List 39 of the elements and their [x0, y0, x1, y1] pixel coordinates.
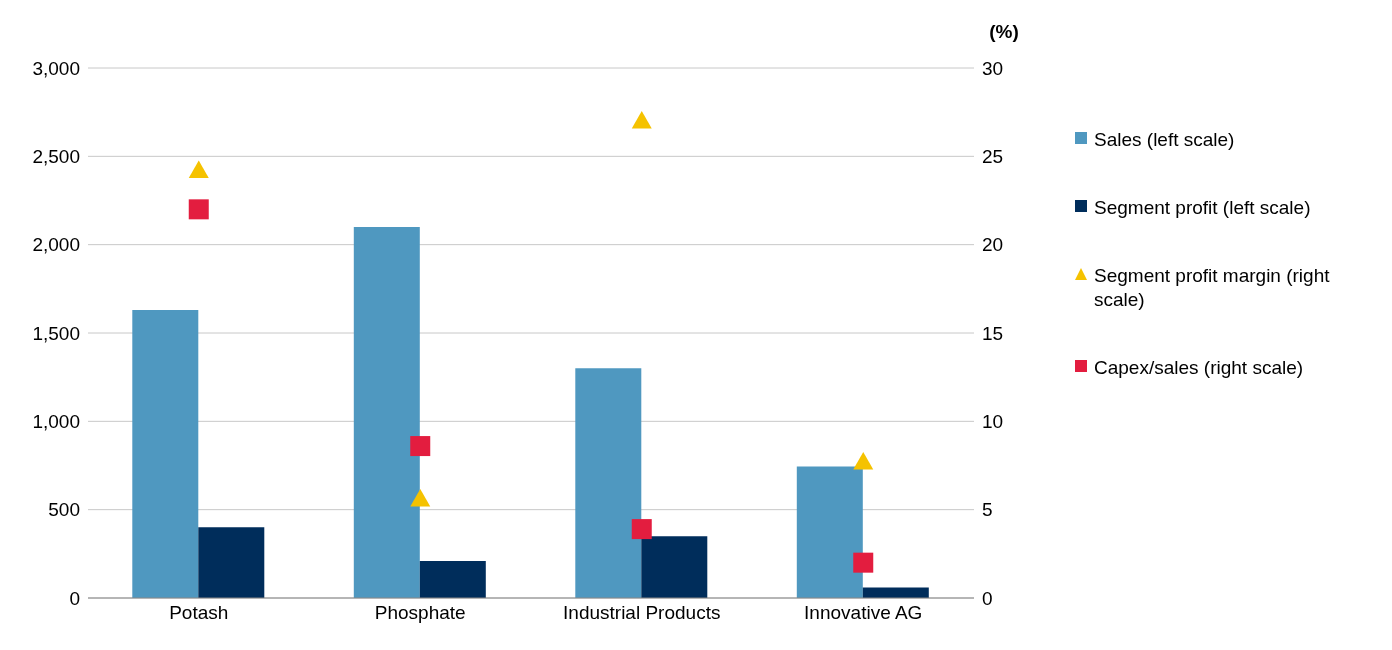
point: [853, 552, 874, 573]
legend-label: Capex/sales (right scale): [1094, 356, 1304, 380]
y-tick-label: 1,500: [32, 322, 80, 344]
y2-tick-label: 15: [982, 322, 1004, 344]
y-tick-label: 500: [48, 499, 80, 521]
bar: [353, 227, 420, 598]
y2-tick-label: 5: [982, 499, 993, 521]
x-tick-label: Phosphate: [374, 602, 466, 624]
y2-tick-label: 0: [982, 587, 993, 609]
y2-tick-label: 20: [982, 234, 1004, 256]
bar: [641, 536, 708, 598]
legend-label: Segment profit margin (right scale): [1094, 264, 1331, 312]
point: [631, 519, 652, 540]
y2-tick-label: 10: [982, 411, 1004, 433]
y-tick-label: 2,500: [32, 146, 80, 168]
bar: [198, 527, 265, 598]
y2-axis-title: (%): [989, 21, 1019, 42]
x-tick-label: Potash: [169, 602, 229, 624]
bar: [575, 368, 642, 598]
point: [853, 451, 874, 470]
bar: [419, 560, 486, 598]
point: [188, 199, 209, 220]
y2-tick-label: 25: [982, 146, 1004, 168]
y-tick-label: 3,000: [32, 57, 80, 79]
bar: [796, 466, 863, 598]
point: [410, 489, 431, 507]
y-tick-label: 1,000: [32, 411, 80, 433]
y-tick-label: 2,000: [32, 234, 80, 256]
bar: [862, 587, 929, 598]
point: [410, 436, 431, 457]
bar: [132, 310, 199, 598]
legend-label: Segment profit (left scale): [1094, 196, 1311, 220]
x-tick-label: Industrial Products: [563, 602, 721, 624]
legend-label: Sales (left scale): [1094, 128, 1235, 152]
x-tick-label: Innovative AG: [804, 602, 923, 624]
y2-tick-label: 30: [982, 57, 1004, 79]
y-tick-label: 0: [69, 587, 80, 609]
point: [631, 111, 652, 129]
point: [188, 160, 209, 178]
